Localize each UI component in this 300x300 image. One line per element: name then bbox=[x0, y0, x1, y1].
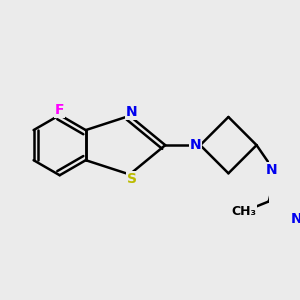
Text: F: F bbox=[55, 103, 64, 117]
Text: N: N bbox=[291, 212, 300, 226]
Text: S: S bbox=[127, 172, 136, 186]
Text: CH₃: CH₃ bbox=[232, 205, 256, 218]
Text: N: N bbox=[126, 105, 137, 119]
Text: N: N bbox=[266, 163, 278, 177]
Text: N: N bbox=[190, 138, 201, 152]
